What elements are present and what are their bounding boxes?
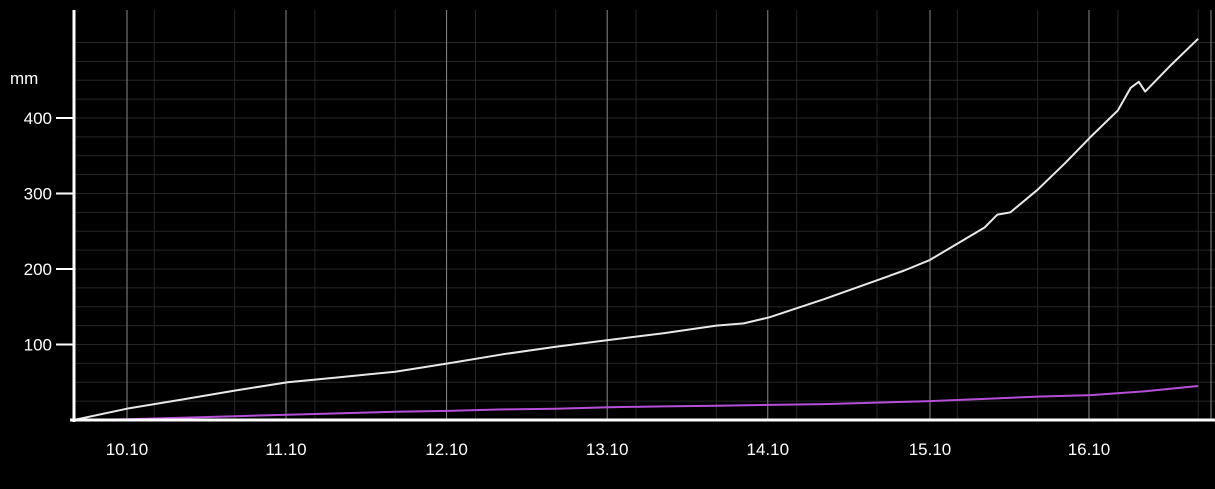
axes — [56, 10, 1215, 422]
y-tick-label: 100 — [24, 336, 52, 355]
tick-labels: 100 200 300 400 10.10 11.10 12.10 13.10 14.10 15.… — [24, 109, 1111, 459]
x-tick-label: 11.10 — [265, 440, 306, 459]
y-tick-label: 300 — [24, 185, 52, 204]
x-tick-label: 16.10 — [1068, 440, 1111, 459]
series-line-1 — [73, 37, 1199, 421]
major-grid — [126, 10, 1212, 420]
series-layer — [73, 37, 1199, 421]
series-line-2 — [73, 385, 1199, 421]
x-tick-label: 13.10 — [586, 440, 629, 459]
y-tick-label: 200 — [24, 260, 52, 279]
minor-grid — [73, 10, 1215, 420]
x-tick-label: 10.10 — [106, 440, 149, 459]
x-tick-label: 15.10 — [909, 440, 952, 459]
y-axis-unit-label: mm — [10, 69, 38, 88]
y-tick-label: 400 — [24, 109, 52, 128]
x-tick-label: 12.10 — [425, 440, 468, 459]
x-tick-label: 14.10 — [747, 440, 790, 459]
